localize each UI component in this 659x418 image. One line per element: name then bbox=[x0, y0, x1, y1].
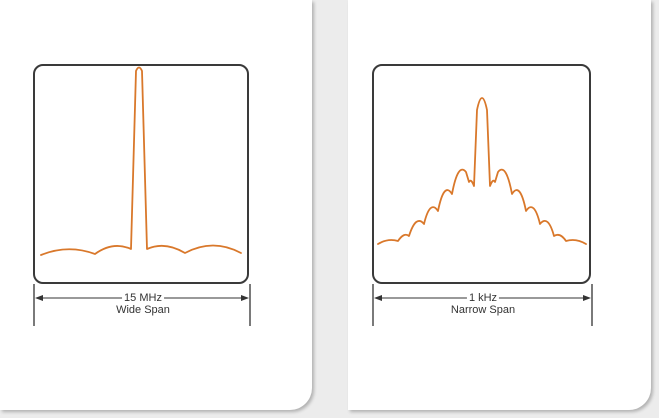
narrow-span-trace bbox=[377, 97, 587, 245]
wide-span-analyzer-screen bbox=[33, 64, 249, 284]
wide-span-signal-curve bbox=[40, 66, 242, 256]
arrow-left-icon bbox=[35, 295, 43, 301]
wide-span-card: 15 MHz Wide Span bbox=[0, 0, 312, 410]
narrow-span-value: 1 kHz bbox=[466, 292, 500, 304]
wide-span-label: Wide Span bbox=[114, 304, 172, 316]
arrow-left-icon bbox=[374, 295, 382, 301]
narrow-span-card: 1 kHz Narrow Span bbox=[348, 0, 651, 410]
narrow-span-signal-curve bbox=[377, 97, 587, 245]
arrow-right-icon bbox=[241, 295, 249, 301]
wide-span-value: 15 MHz bbox=[122, 292, 164, 304]
narrow-span-analyzer-screen bbox=[372, 64, 591, 284]
wide-span-trace bbox=[40, 66, 242, 256]
narrow-span-label: Narrow Span bbox=[448, 304, 518, 316]
arrow-right-icon bbox=[583, 295, 591, 301]
